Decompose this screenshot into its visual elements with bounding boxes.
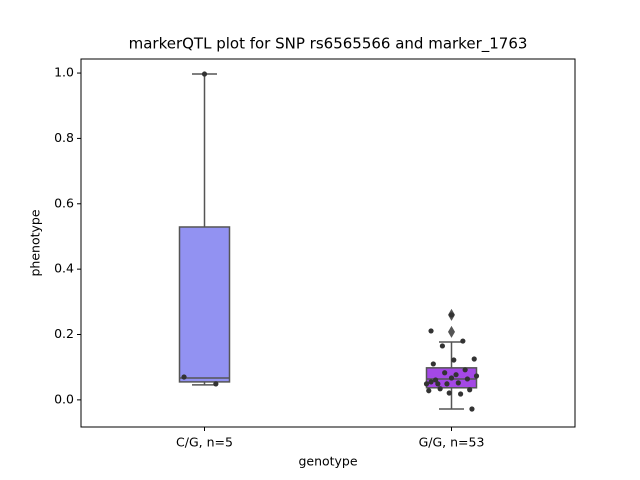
plot-frame — [80, 58, 576, 428]
outlier — [448, 325, 455, 338]
point — [428, 379, 434, 385]
point — [471, 356, 477, 362]
point — [448, 375, 455, 381]
point — [467, 387, 473, 393]
point — [428, 328, 434, 334]
point — [213, 381, 219, 387]
point — [464, 376, 471, 382]
point — [201, 71, 208, 77]
point — [469, 406, 475, 412]
point — [444, 381, 450, 387]
point — [439, 343, 446, 349]
chart-title: markerQTL plot for SNP rs6565566 and mar… — [129, 35, 528, 54]
point — [435, 381, 441, 387]
x-tick-label: G/G, n=53 — [419, 435, 485, 450]
point — [448, 312, 455, 318]
point — [430, 361, 436, 367]
y-tick-label: 0.8 — [54, 130, 74, 145]
point — [455, 380, 461, 386]
point — [432, 377, 439, 383]
y-axis-label: phenotype — [28, 209, 43, 276]
point — [462, 367, 468, 373]
y-tick-label: 0.2 — [54, 326, 74, 341]
y-tick-label: 0.4 — [54, 261, 74, 276]
y-tick-label: 1.0 — [54, 65, 74, 80]
point — [451, 357, 457, 363]
point — [453, 372, 459, 378]
point — [437, 386, 443, 392]
point — [457, 391, 464, 397]
x-axis-label: genotype — [298, 454, 357, 469]
point — [460, 338, 466, 344]
point — [426, 388, 432, 394]
point — [442, 370, 448, 376]
point — [423, 381, 430, 387]
x-tick-label: C/G, n=5 — [176, 435, 233, 450]
point — [473, 373, 480, 379]
y-tick-label: 0.6 — [54, 195, 74, 210]
y-tick-label: 0.0 — [54, 391, 74, 406]
point — [446, 390, 452, 396]
point — [181, 374, 187, 380]
box — [178, 226, 231, 383]
